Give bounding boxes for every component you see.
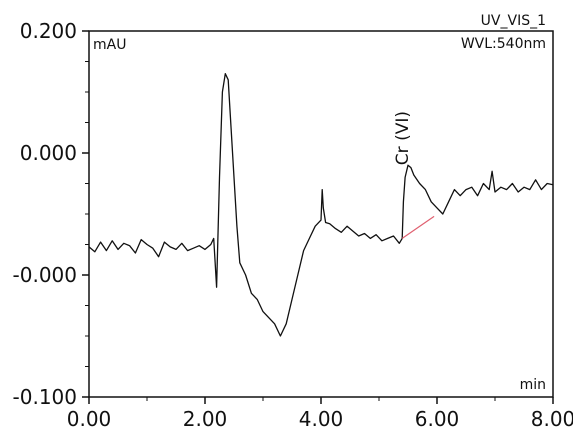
series-line-signal (88, 73, 554, 337)
y-axis-label: mAU (93, 37, 126, 53)
chart-series (88, 73, 554, 337)
x-axis-label: min (520, 377, 546, 393)
x-tick-label: 0.00 (67, 407, 112, 431)
chart-title: UV_VIS_1 (481, 13, 546, 29)
axis-ticks: 0.00 2.00 4.00 6.00 8.00 0.200 0.000 -0.000 -0.1… (13, 19, 573, 431)
y-tick-label: 0.200 (20, 19, 77, 43)
y-tick-label: -0.000 (13, 263, 77, 287)
x-tick-label: 8.00 (531, 407, 573, 431)
peak-annotation: Cr (VI) (393, 111, 413, 165)
series-line-baseline (401, 215, 435, 239)
y-tick-label: -0.100 (13, 385, 77, 409)
chart-subtitle: WVL:540nm (461, 36, 546, 52)
x-tick-label: 6.00 (415, 407, 460, 431)
y-tick-label: 0.000 (20, 141, 77, 165)
chart-annotations: Cr (VI) (393, 111, 413, 165)
x-tick-label: 2.00 (183, 407, 228, 431)
x-tick-label: 4.00 (299, 407, 344, 431)
